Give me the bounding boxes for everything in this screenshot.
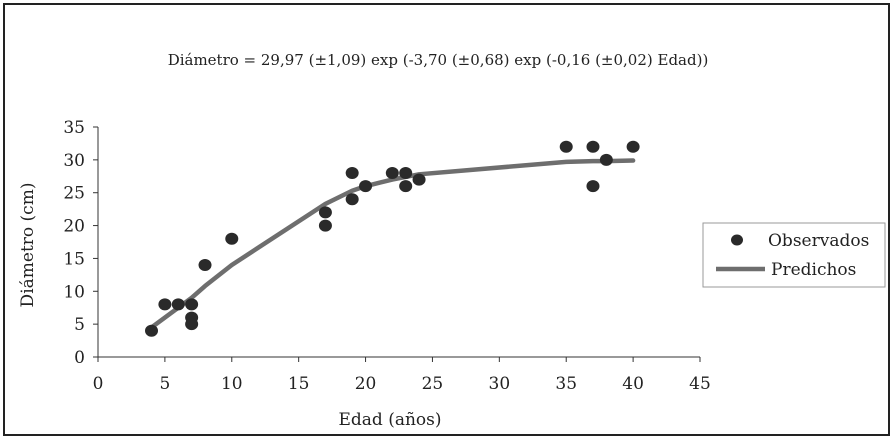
observed-point — [399, 180, 413, 193]
x-tick-label: 0 — [93, 374, 104, 394]
observed-point — [385, 167, 399, 179]
legend-item-predicted: Predichos — [716, 260, 856, 280]
chart-title: Diámetro = 29,97 (±1,09) exp (-3,70 (±0,… — [168, 51, 709, 69]
observed-point — [145, 324, 159, 337]
legend-dot-marker — [731, 234, 743, 246]
legend-box — [702, 222, 886, 288]
y-tick-label: 30 — [63, 151, 85, 171]
observed-point — [399, 167, 413, 179]
x-tick-label: 25 — [422, 374, 444, 394]
observed-point — [185, 298, 199, 311]
observed-series — [145, 140, 640, 337]
scatter-chart: Diámetro = 29,97 (±1,09) exp (-3,70 (±0,… — [18, 51, 886, 430]
observed-point — [559, 140, 573, 153]
observed-point — [171, 298, 185, 311]
x-axis-title: Edad (años) — [338, 410, 441, 430]
y-tick-label: 20 — [63, 217, 85, 237]
y-axis-ticks: 0 5 10 15 20 25 30 35 — [63, 118, 98, 368]
observed-point — [318, 219, 332, 232]
x-tick-label: 5 — [159, 374, 170, 394]
x-tick-label: 40 — [622, 374, 644, 394]
observed-point — [586, 140, 600, 153]
legend: Observados Predichos — [702, 222, 886, 288]
observed-point — [345, 167, 359, 179]
observed-point — [158, 298, 172, 311]
observed-point — [185, 318, 199, 331]
axes — [97, 127, 700, 358]
observed-point — [345, 193, 359, 206]
x-tick-label: 20 — [355, 374, 377, 394]
y-tick-label: 5 — [74, 315, 85, 335]
y-tick-label: 35 — [63, 118, 85, 138]
x-tick-label: 30 — [489, 374, 511, 394]
x-tick-label: 15 — [288, 374, 310, 394]
observed-point — [198, 259, 212, 271]
observed-point — [599, 153, 613, 166]
observed-point — [359, 180, 373, 193]
observed-point — [318, 206, 332, 219]
chart-frame: Diámetro = 29,97 (±1,09) exp (-3,70 (±0,… — [3, 3, 890, 436]
observed-point — [412, 173, 426, 186]
y-axis-title: Diámetro (cm) — [18, 183, 38, 308]
legend-label-predicted: Predichos — [771, 260, 856, 280]
x-tick-label: 45 — [689, 374, 711, 394]
x-tick-label: 35 — [555, 374, 577, 394]
y-tick-label: 15 — [63, 249, 85, 269]
y-tick-label: 25 — [63, 184, 85, 204]
x-tick-label: 10 — [221, 374, 243, 394]
observed-point — [586, 180, 600, 193]
x-axis-ticks: 0 5 10 15 20 25 30 35 40 45 — [93, 357, 711, 394]
y-tick-label: 10 — [63, 282, 85, 302]
observed-point — [626, 140, 640, 153]
legend-item-observed: Observados — [731, 231, 869, 251]
predicted-series — [149, 158, 636, 330]
predicted-line — [149, 158, 636, 330]
observed-point — [225, 232, 239, 245]
y-tick-label: 0 — [74, 348, 85, 368]
legend-label-observed: Observados — [768, 231, 869, 251]
